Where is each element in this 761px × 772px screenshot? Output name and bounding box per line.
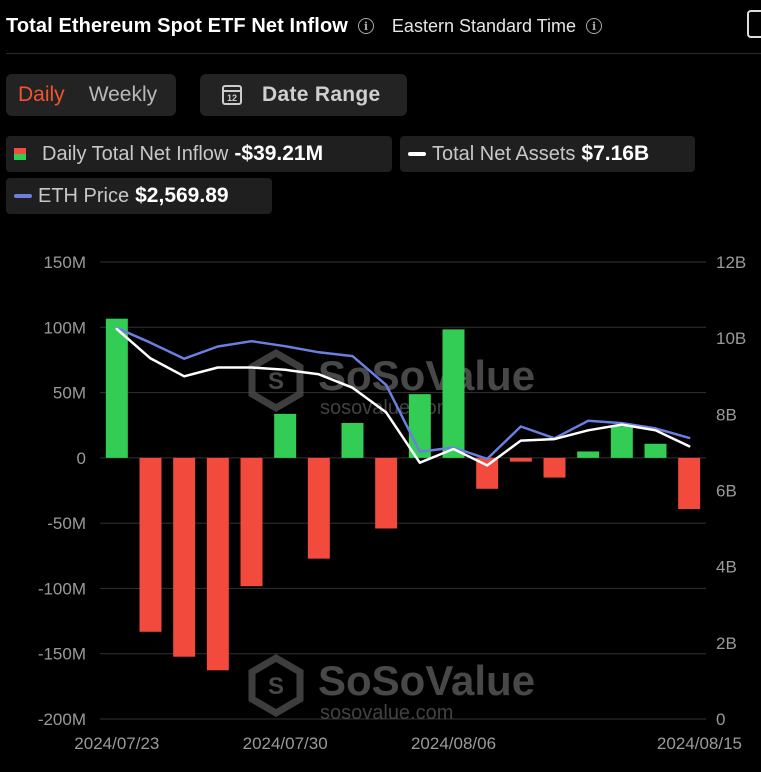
- inflow-bar: [577, 451, 600, 458]
- calendar-icon: 12: [222, 85, 242, 105]
- inflow-bar: [173, 457, 196, 657]
- page-title: Total Ethereum Spot ETF Net Inflow: [6, 14, 348, 37]
- y2-tick-label: 0: [716, 710, 725, 729]
- tab-daily[interactable]: Daily: [18, 83, 65, 106]
- interval-toggle: Daily Weekly: [6, 74, 176, 116]
- watermark-brand: SoSoValue: [318, 352, 535, 399]
- timezone-info-icon[interactable]: i: [586, 18, 603, 34]
- legend-assets-label: Total Net Assets: [432, 142, 576, 165]
- inflow-bar: [610, 426, 633, 458]
- y-tick-label: 100M: [43, 318, 86, 337]
- inflow-bars: [105, 318, 701, 671]
- y-tick-label: -50M: [47, 514, 86, 533]
- watermark-brand: SoSoValue: [318, 657, 535, 704]
- date-range-button[interactable]: 12 Date Range: [200, 74, 407, 116]
- y-tick-label: -200M: [38, 710, 86, 729]
- inflow-bar: [139, 457, 162, 632]
- y2-tick-label: 8B: [716, 405, 737, 424]
- assets-swatch-icon: [408, 152, 426, 156]
- y2-tick-label: 2B: [716, 634, 737, 653]
- y-tick-label: 0: [77, 449, 86, 468]
- x-tick-label: 2024/07/23: [74, 734, 159, 753]
- inflow-bar: [341, 422, 364, 458]
- y2-tick-label: 4B: [716, 558, 737, 577]
- legend-inflow[interactable]: Daily Total Net Inflow -$39.21M: [6, 136, 392, 172]
- date-range-label: Date Range: [262, 83, 381, 106]
- inflow-bar: [307, 457, 330, 559]
- inflow-bar: [240, 457, 263, 587]
- axis-labels: 150M 100M 50M 0 -50M -100M -150M -200M 12B 10B 8B 6…: [38, 253, 746, 753]
- inflow-bar: [476, 457, 499, 489]
- inflow-bar: [644, 443, 667, 458]
- inflow-bar: [274, 413, 297, 458]
- inflow-bar: [509, 457, 532, 462]
- y-tick-label: 50M: [53, 384, 86, 403]
- grid-lines: [100, 261, 706, 720]
- legend-price[interactable]: ETH Price $2,569.89: [6, 178, 272, 214]
- x-tick-label: 2024/07/30: [243, 734, 328, 753]
- inflow-bar: [678, 457, 701, 510]
- inflow-bar: [105, 318, 128, 458]
- logo-mark-icon: S: [268, 673, 284, 700]
- timezone-label: Eastern Standard Time: [391, 15, 577, 36]
- y2-tick-label: 6B: [716, 482, 737, 501]
- logo-hex-icon: [248, 653, 304, 718]
- inflow-bar: [408, 394, 431, 458]
- legend-assets[interactable]: Total Net Assets $7.16B: [400, 136, 695, 172]
- legend-inflow-label: Daily Total Net Inflow: [42, 142, 229, 165]
- x-tick-label: 2024/08/15: [657, 734, 742, 753]
- y2-tick-label: 12B: [716, 253, 746, 272]
- legend-price-label: ETH Price: [38, 184, 130, 207]
- logo-mark-icon: S: [268, 368, 284, 395]
- legend-inflow-value: -$39.21M: [234, 142, 324, 165]
- inflow-bar: [442, 329, 465, 458]
- legend-price-value: $2,569.89: [135, 184, 229, 207]
- expand-icon[interactable]: [747, 10, 761, 38]
- legend-assets-value: $7.16B: [581, 142, 650, 165]
- y-tick-label: 150M: [43, 253, 86, 272]
- header-divider: [6, 53, 761, 54]
- y-tick-label: -100M: [38, 579, 86, 598]
- x-tick-label: 2024/08/06: [411, 734, 496, 753]
- info-icon[interactable]: i: [357, 18, 374, 34]
- header: Total Ethereum Spot ETF Net Inflow i Eas…: [6, 10, 761, 42]
- watermark-url: sosovalue.com: [320, 397, 453, 419]
- inflow-bar: [375, 457, 398, 529]
- eth-price-line: [115, 326, 691, 461]
- price-swatch-icon: [14, 194, 32, 198]
- y-tick-label: -150M: [38, 645, 86, 664]
- watermark-url: sosovalue.com: [320, 702, 453, 724]
- tab-weekly[interactable]: Weekly: [88, 83, 158, 106]
- inflow-bar: [206, 457, 229, 671]
- inflow-swatch-icon: [14, 148, 26, 160]
- inflow-bar: [543, 457, 566, 478]
- net-assets-line: [115, 327, 691, 467]
- y2-tick-label: 10B: [716, 329, 746, 348]
- series-lines: [115, 326, 691, 467]
